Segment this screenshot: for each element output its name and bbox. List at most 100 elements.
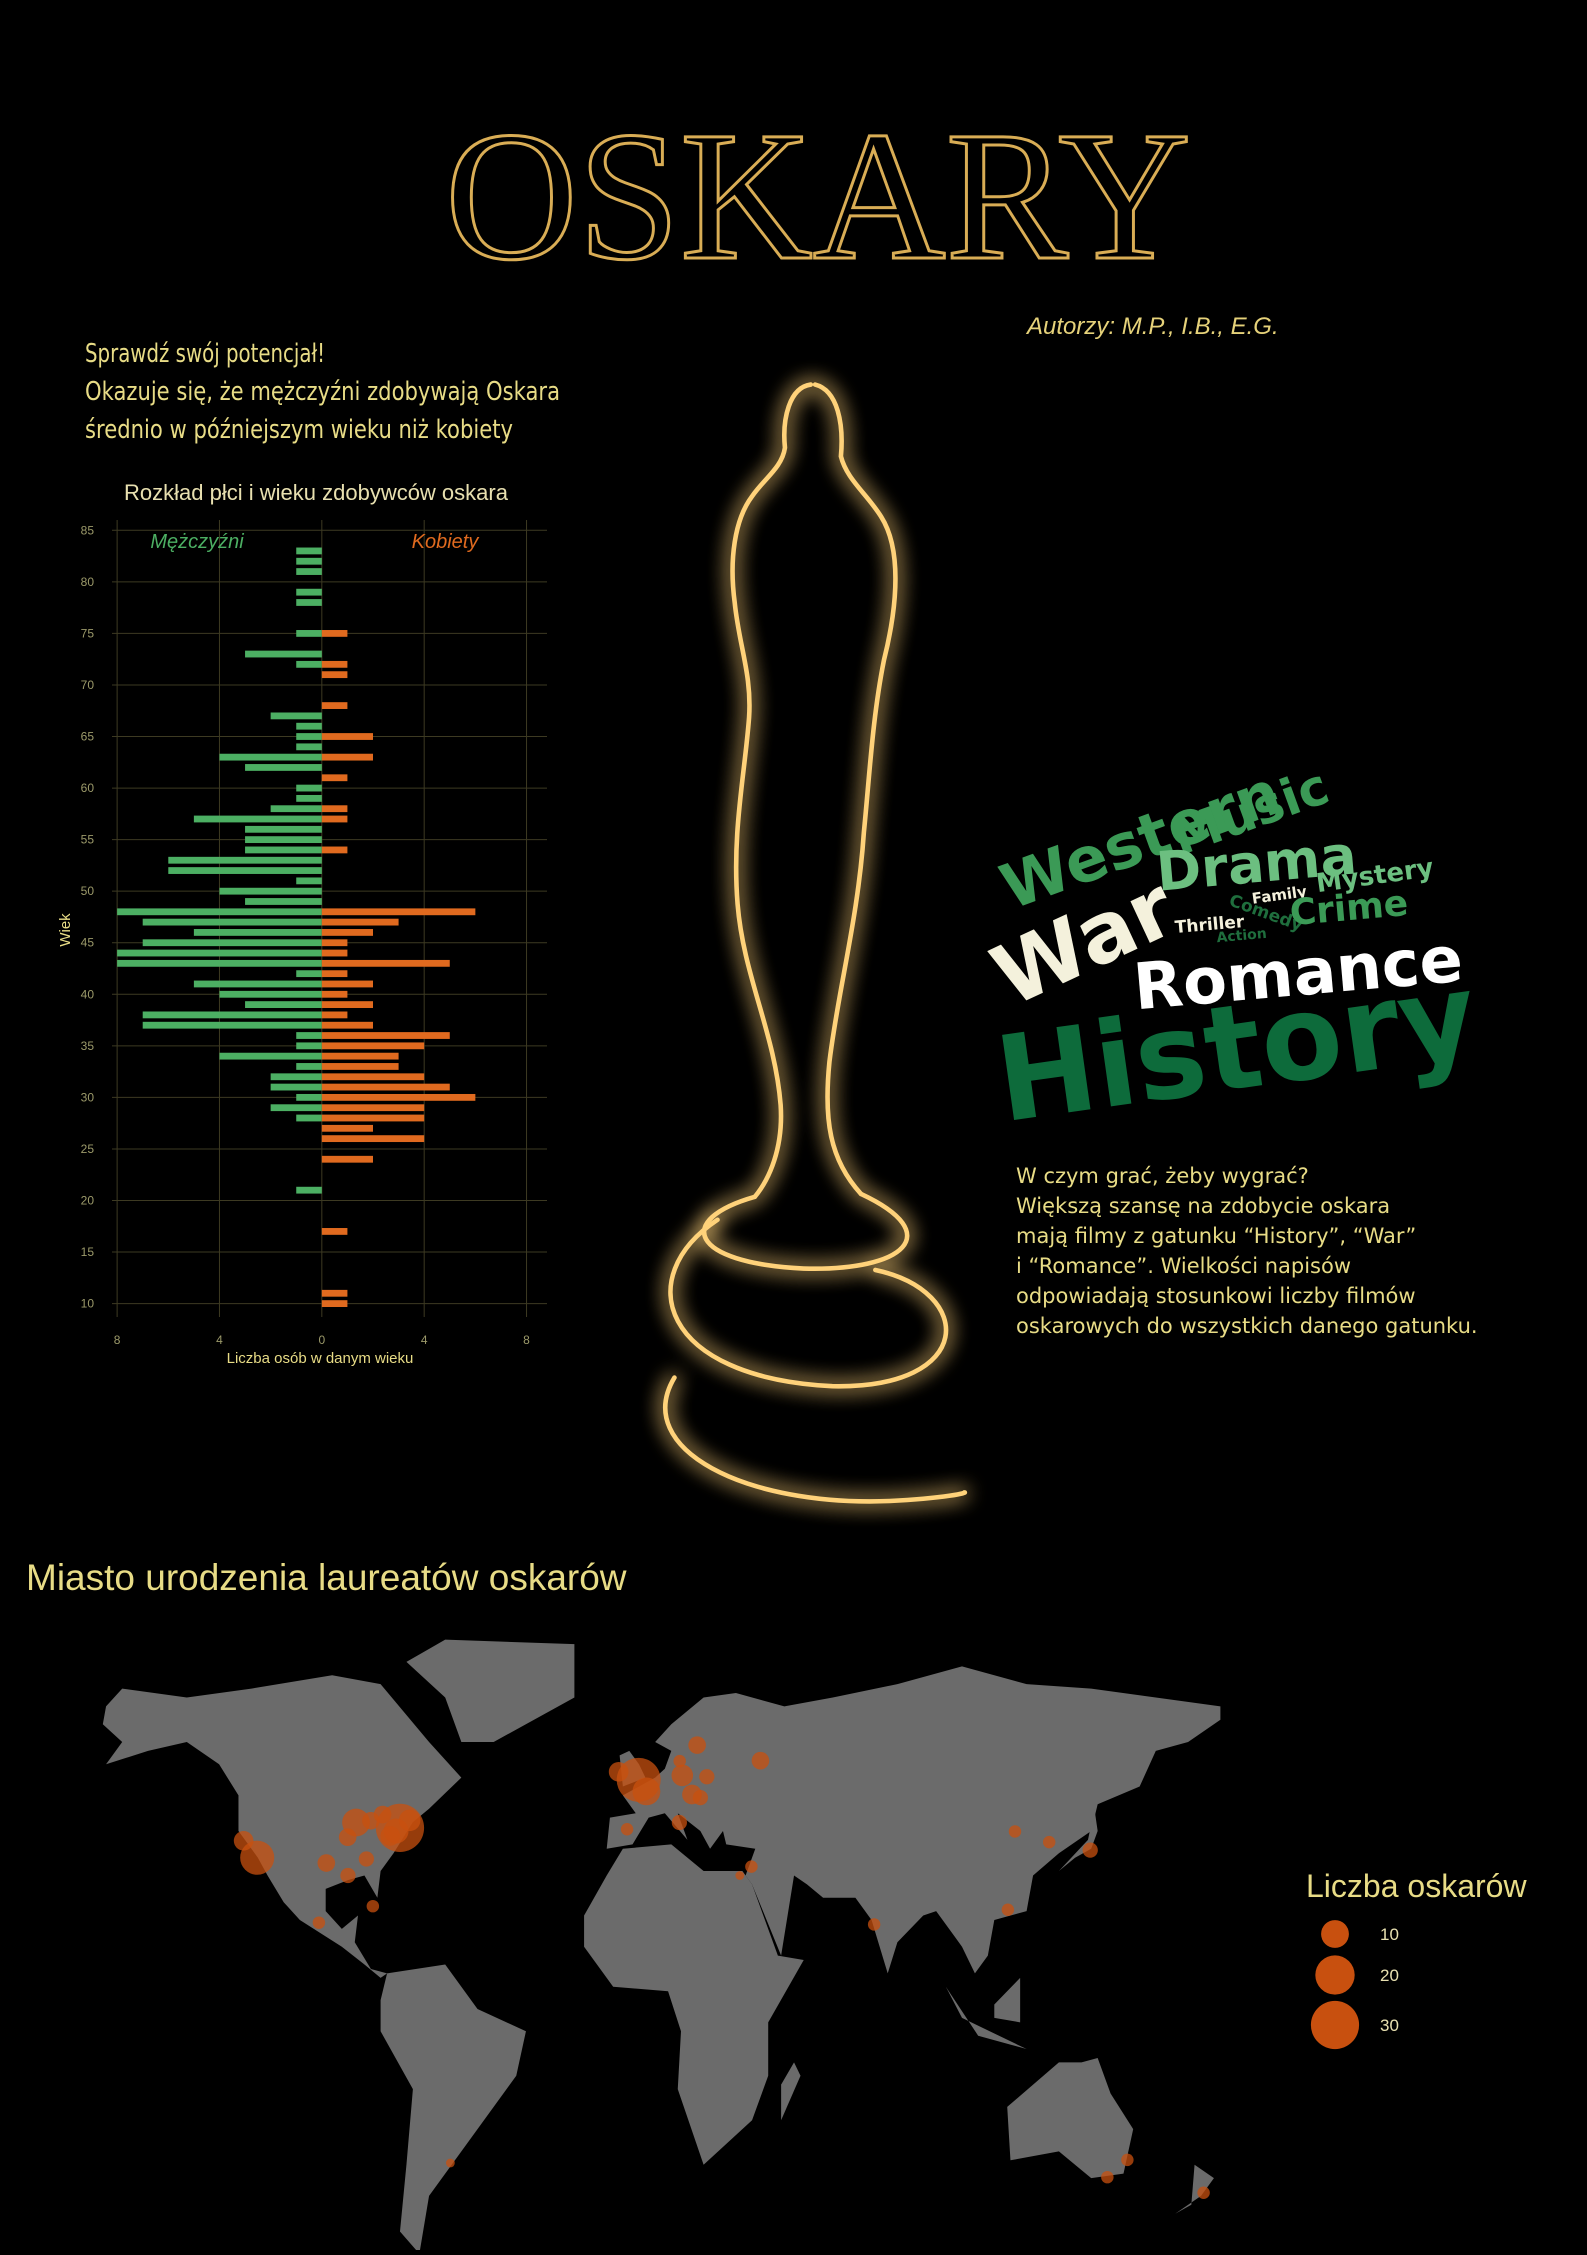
y-tick-label: 20 bbox=[81, 1193, 95, 1207]
bar bbox=[321, 815, 348, 823]
bar bbox=[321, 1124, 373, 1132]
y-tick-label: 75 bbox=[81, 626, 95, 640]
city-bubble bbox=[362, 1811, 380, 1830]
city-bubble bbox=[233, 1830, 254, 1851]
island bbox=[1058, 1808, 1098, 1872]
y-tick-label: 60 bbox=[81, 781, 95, 795]
legend-bubble bbox=[1321, 1920, 1349, 1948]
legend-entry: Mężczyźni bbox=[150, 531, 244, 553]
bar bbox=[321, 630, 348, 637]
paragraph-line: odpowiadają stosunkowi liczby filmów bbox=[1016, 1284, 1416, 1308]
oscar-statue bbox=[663, 382, 968, 1504]
city-bubble bbox=[1197, 2186, 1210, 2200]
bar bbox=[321, 733, 373, 740]
y-tick-label: 45 bbox=[81, 936, 95, 950]
bar bbox=[321, 980, 373, 988]
city-bubble bbox=[632, 1777, 661, 1806]
continent bbox=[380, 1964, 526, 2254]
bar bbox=[270, 1083, 322, 1091]
legend-bubble bbox=[1310, 2000, 1360, 2050]
city-bubble bbox=[445, 2158, 455, 2168]
bar bbox=[296, 568, 322, 575]
bar bbox=[245, 1001, 322, 1008]
bar bbox=[193, 815, 322, 823]
city-bubble bbox=[867, 1918, 881, 1931]
bar bbox=[168, 856, 322, 864]
y-axis-label: Wiek bbox=[57, 913, 74, 947]
y-tick-label: 50 bbox=[81, 884, 95, 898]
bar bbox=[321, 990, 348, 998]
x-axis-label: Liczba osób w danym wieku bbox=[227, 1350, 414, 1367]
bar bbox=[321, 1155, 373, 1163]
intro-line: Okazuje się, że mężczyźni zdobywają Oska… bbox=[85, 377, 560, 407]
bar bbox=[296, 1032, 322, 1039]
y-tick-label: 65 bbox=[81, 730, 95, 744]
city-bubble bbox=[735, 1871, 745, 1880]
city-bubble bbox=[620, 1822, 634, 1836]
city-bubble bbox=[317, 1854, 336, 1872]
island bbox=[781, 2062, 801, 2121]
city-bubble bbox=[688, 1736, 706, 1754]
city-bubble bbox=[699, 1769, 715, 1785]
legend-label: 20 bbox=[1380, 1966, 1399, 1985]
bar bbox=[321, 918, 399, 926]
x-tick-label: 8 bbox=[523, 1333, 530, 1347]
bar bbox=[296, 743, 322, 751]
bar bbox=[321, 774, 348, 782]
bar bbox=[321, 1052, 399, 1060]
x-tick-label: 0 bbox=[318, 1333, 325, 1347]
bar bbox=[321, 671, 348, 679]
y-tick-label: 10 bbox=[81, 1297, 95, 1311]
bar bbox=[245, 898, 322, 905]
bar bbox=[296, 1063, 322, 1070]
main-title: OSKARY bbox=[445, 94, 1191, 299]
statue-outline bbox=[730, 382, 814, 1200]
bar bbox=[168, 867, 322, 874]
bar bbox=[321, 1093, 476, 1101]
bar bbox=[219, 887, 322, 895]
bar bbox=[296, 557, 322, 565]
paragraph-line: Większą szansę na zdobycie oskara bbox=[1016, 1194, 1390, 1218]
bar bbox=[321, 1021, 373, 1029]
city-bubble bbox=[340, 1867, 356, 1884]
bar bbox=[321, 753, 373, 761]
city-bubble bbox=[1082, 1842, 1098, 1858]
bar bbox=[321, 1011, 348, 1019]
city-bubble bbox=[671, 1764, 694, 1787]
legend-bubble bbox=[1315, 1955, 1355, 1995]
bar bbox=[193, 929, 322, 936]
bar bbox=[321, 1289, 348, 1297]
bar bbox=[296, 1114, 322, 1122]
bar bbox=[142, 918, 322, 926]
bar bbox=[296, 588, 322, 596]
island bbox=[1175, 2164, 1214, 2214]
bar bbox=[270, 805, 322, 813]
bar bbox=[321, 1063, 399, 1070]
bar bbox=[296, 599, 322, 606]
statue-base bbox=[701, 1191, 910, 1271]
island bbox=[945, 1986, 1027, 2050]
bar bbox=[296, 784, 322, 792]
y-tick-label: 25 bbox=[81, 1142, 95, 1156]
bar bbox=[321, 970, 348, 978]
bar bbox=[321, 1104, 425, 1112]
bar bbox=[245, 764, 322, 771]
bar bbox=[296, 970, 322, 978]
bar bbox=[117, 908, 322, 916]
bar bbox=[321, 660, 348, 668]
bar bbox=[321, 846, 348, 854]
bar bbox=[296, 660, 322, 668]
intro-line: Sprawdź swój potencjał! bbox=[85, 339, 325, 369]
city-bubble bbox=[398, 1809, 421, 1832]
bar bbox=[296, 547, 322, 555]
bar bbox=[321, 1042, 425, 1050]
bar bbox=[245, 650, 322, 658]
continent bbox=[606, 1666, 1221, 1974]
y-tick-label: 80 bbox=[81, 575, 95, 589]
continent bbox=[1007, 2057, 1134, 2179]
bar bbox=[117, 949, 322, 957]
legend-label: 10 bbox=[1380, 1925, 1399, 1944]
